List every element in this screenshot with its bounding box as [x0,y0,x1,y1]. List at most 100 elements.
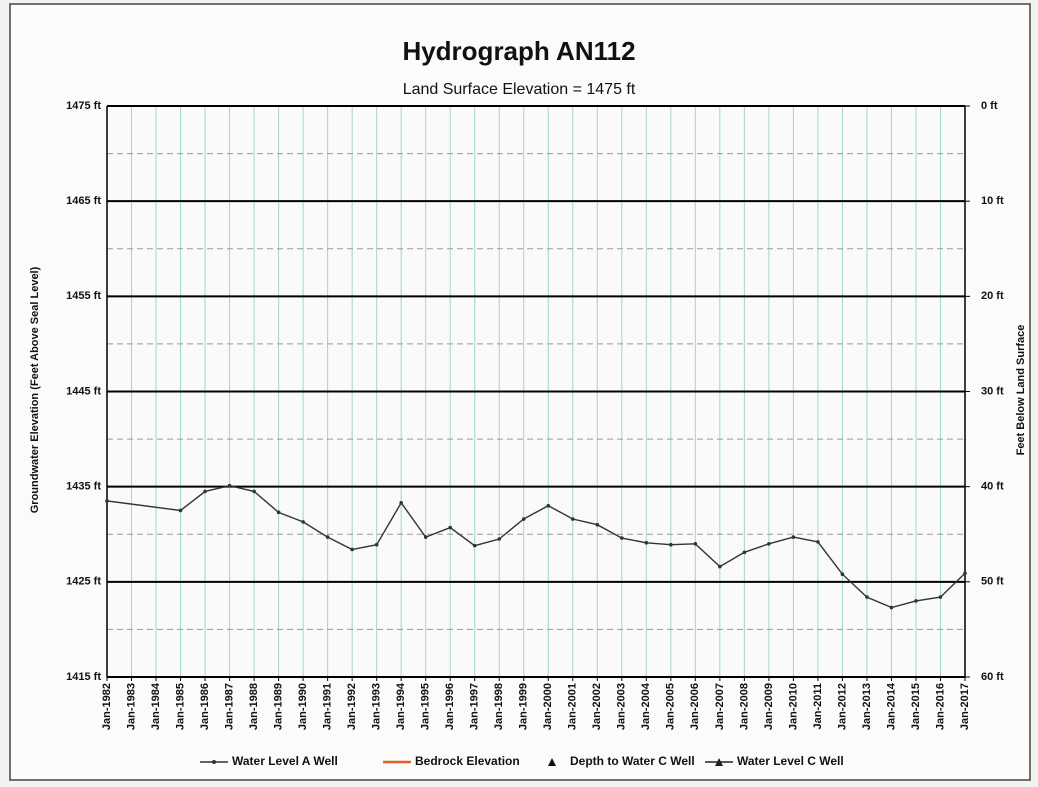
data-point [718,564,722,569]
chart-subtitle: Land Surface Elevation = 1475 ft [403,81,636,98]
y-tick-label: 1475 ft [66,100,101,112]
data-point [252,489,256,494]
x-tick-label: Jan-1998 [493,683,505,730]
x-tick-label: Jan-1987 [223,683,235,730]
x-tick-label: Jan-2012 [836,683,848,730]
legend-item: Depth to Water C Well [548,754,695,768]
x-tick-label: Jan-2009 [763,683,775,730]
x-tick-label: Jan-1988 [248,683,260,730]
data-point [325,535,330,539]
data-point [301,520,305,524]
y2-tick-label: 60 ft [981,671,1004,683]
x-tick-label: Jan-1989 [273,683,285,730]
x-tick-label: Jan-2008 [738,683,750,730]
y2-tick-label: 50 ft [981,576,1004,588]
y2-tick-label: 0 ft [981,100,998,112]
data-point [178,508,183,513]
data-point [865,595,869,599]
x-tick-label: Jan-2017 [959,683,971,730]
y-tick-label: 1425 ft [66,576,101,588]
x-tick-label: Jan-1986 [199,683,211,730]
data-point [767,541,771,546]
chart-title: Hydrograph AN112 [402,36,635,66]
data-point [276,510,281,515]
y2-tick-label: 10 ft [981,195,1004,207]
data-point [644,541,649,545]
x-tick-label: Jan-2003 [616,683,628,730]
y-tick-label: 1415 ft [66,671,101,683]
x-tick-label: Jan-1983 [125,683,137,730]
data-point [350,547,354,552]
legend-item: Bedrock Elevation [383,754,520,768]
x-tick-label: Jan-1984 [150,682,162,730]
x-tick-label: Jan-2006 [689,683,701,730]
data-point [497,537,502,541]
data-point [791,535,796,539]
data-point [889,605,894,610]
data-point [963,571,967,576]
x-tick-label: Jan-1992 [346,683,358,730]
y2-tick-label: 30 ft [981,385,1004,397]
x-tick-label: Jan-2005 [665,683,677,730]
x-tick-label: Jan-1999 [518,683,530,730]
x-tick-label: Jan-1997 [469,683,481,730]
legend-item: Water Level C Well [705,754,844,768]
data-point [227,483,232,488]
legend-label: Depth to Water C Well [570,754,695,768]
x-tick-label: Jan-2014 [885,682,897,730]
x-tick-label: Jan-2013 [861,683,873,730]
data-point [203,489,207,494]
data-point [374,542,379,547]
x-tick-label: Jan-1985 [174,683,186,730]
data-line [106,484,966,609]
y-tick-label: 1465 ft [66,195,101,207]
legend-label: Water Level A Well [232,754,338,768]
y2-tick-label: 20 ft [981,290,1004,302]
data-point [423,535,428,539]
x-tick-label: Jan-2016 [934,683,946,730]
y2-tick-label: 40 ft [981,481,1004,493]
x-tick-label: Jan-2010 [787,683,799,730]
x-tick-label: Jan-1995 [420,683,432,730]
x-tick-label: Jan-2015 [910,683,922,730]
x-tick-label: Jan-1991 [322,683,334,730]
data-point [472,543,477,548]
x-tick-label: Jan-2001 [567,683,579,730]
data-point [521,517,526,521]
y2-axis-label: Feet Below Land Surface [1015,325,1027,456]
data-point [620,536,624,540]
y-tick-label: 1435 ft [66,481,101,493]
y-tick-label: 1455 ft [66,290,101,302]
data-point [399,501,403,505]
x-tick-label: Jan-2004 [640,682,652,730]
x-tick-label: Jan-2011 [812,683,824,729]
legend-label: Bedrock Elevation [415,754,520,768]
data-point [595,522,600,527]
legend-item: Water Level A Well [200,754,338,768]
data-point [693,541,698,546]
legend-label: Water Level C Well [737,754,844,768]
data-point [938,595,943,599]
y-axis-label: Groundwater Elevation (Feet Above Seal L… [29,266,41,513]
data-point [448,525,453,530]
x-tick-label: Jan-1994 [395,682,407,730]
x-tick-label: Jan-1990 [297,683,309,730]
data-point [105,499,109,503]
data-point [914,599,918,603]
data-point [570,517,575,521]
data-point [840,572,845,577]
data-point [742,550,747,555]
x-tick-label: Jan-2000 [542,683,554,730]
legend-marker [715,758,723,766]
x-tick-label: Jan-2002 [591,683,603,730]
x-tick-label: Jan-2007 [714,683,726,730]
data-point [669,542,673,547]
data-point [546,503,551,508]
data-point [816,540,820,544]
x-tick-label: Jan-1993 [371,683,383,730]
y-tick-label: 1445 ft [66,385,101,397]
legend-marker [212,760,216,764]
x-tick-label: Jan-1996 [444,683,456,730]
legend-marker [548,758,556,766]
